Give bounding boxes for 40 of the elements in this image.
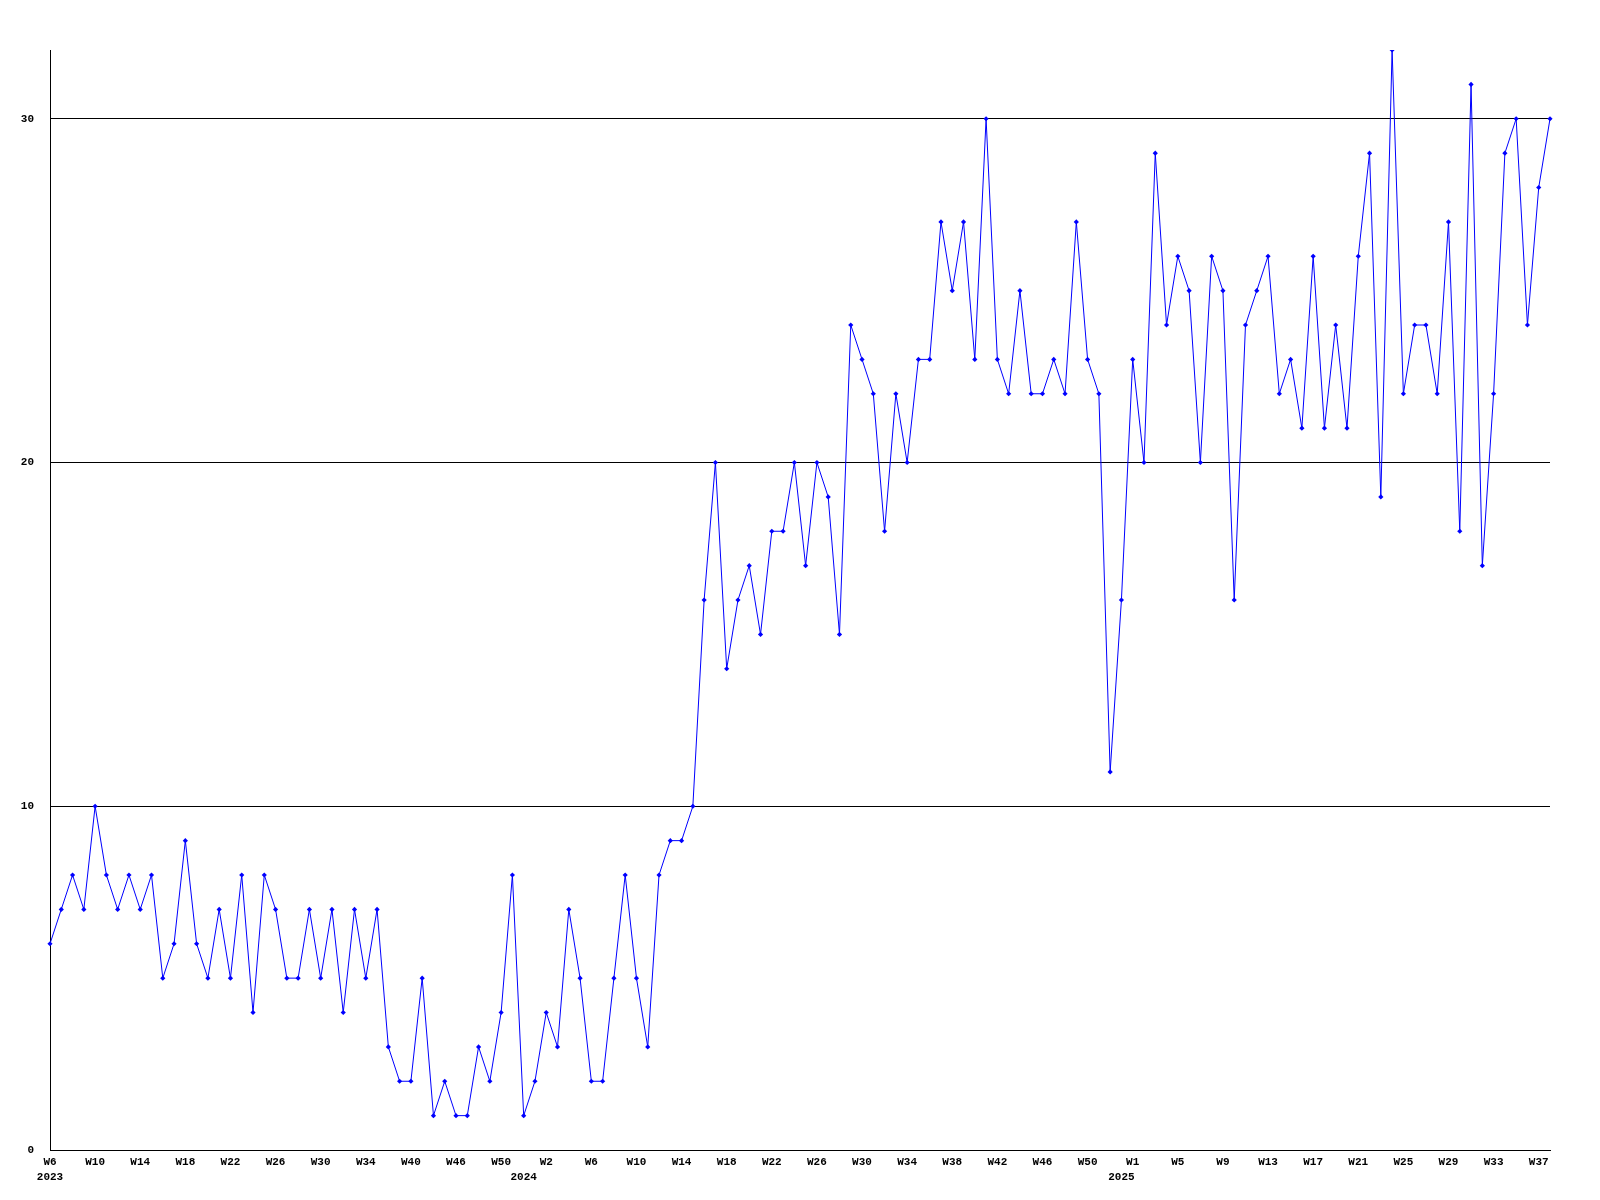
x-tick-label: W46 <box>1032 1156 1053 1169</box>
x-tick-label: W37 <box>1528 1156 1549 1169</box>
x-tick-label: W34 <box>355 1156 377 1169</box>
x-tick-label: W38 <box>942 1156 963 1169</box>
y-tick-label: 30 <box>20 112 34 125</box>
x-tick-label: W34 <box>897 1156 918 1169</box>
x-tick-label: W17 <box>1303 1156 1324 1169</box>
x-tick-label: W22 <box>761 1156 782 1169</box>
x-tick-label: W2 <box>539 1156 553 1169</box>
x-tick-label: W5 <box>1171 1156 1185 1169</box>
x-tick-label: 2024 <box>510 1171 538 1184</box>
x-tick-label: W40 <box>401 1156 421 1169</box>
x-tick-label: W50 <box>1077 1156 1098 1169</box>
x-tick-label: W22 <box>220 1156 241 1169</box>
y-tick-label: 20 <box>20 456 34 469</box>
x-tick-label: W33 <box>1483 1156 1504 1169</box>
x-tick-label: W18 <box>175 1156 196 1169</box>
x-tick-label: W42 <box>987 1156 1008 1169</box>
x-tick-label: W26 <box>265 1156 286 1169</box>
x-tick-label: W6 <box>584 1156 598 1169</box>
x-tick-label: W1 <box>1126 1156 1140 1169</box>
x-tick-label: W46 <box>446 1156 466 1169</box>
x-tick-label: W30 <box>310 1156 331 1169</box>
x-tick-label: W14 <box>130 1156 151 1169</box>
x-tick-label: W6 2023 <box>36 1156 64 1184</box>
x-tick-label: W26 <box>807 1156 827 1169</box>
x-tick-label: W18 <box>716 1156 737 1169</box>
y-tick-label: 0 <box>27 1143 34 1156</box>
x-tick-label: W30 <box>852 1156 872 1169</box>
x-tick-label: W9 <box>1216 1156 1230 1169</box>
x-tick-label: W14 <box>671 1156 692 1169</box>
x-tick-label: W13 <box>1258 1156 1279 1169</box>
x-tick-label: W29 <box>1438 1156 1459 1169</box>
x-tick-label: 2025 <box>1108 1171 1136 1184</box>
y-tick-label: 10 <box>20 800 34 813</box>
x-tick-label: W25 <box>1393 1156 1414 1169</box>
x-tick-label: W10 <box>85 1156 106 1169</box>
x-tick-label: W21 <box>1348 1156 1369 1169</box>
x-tick-label: W50 <box>491 1156 512 1169</box>
x-tick-label: W10 <box>626 1156 647 1169</box>
